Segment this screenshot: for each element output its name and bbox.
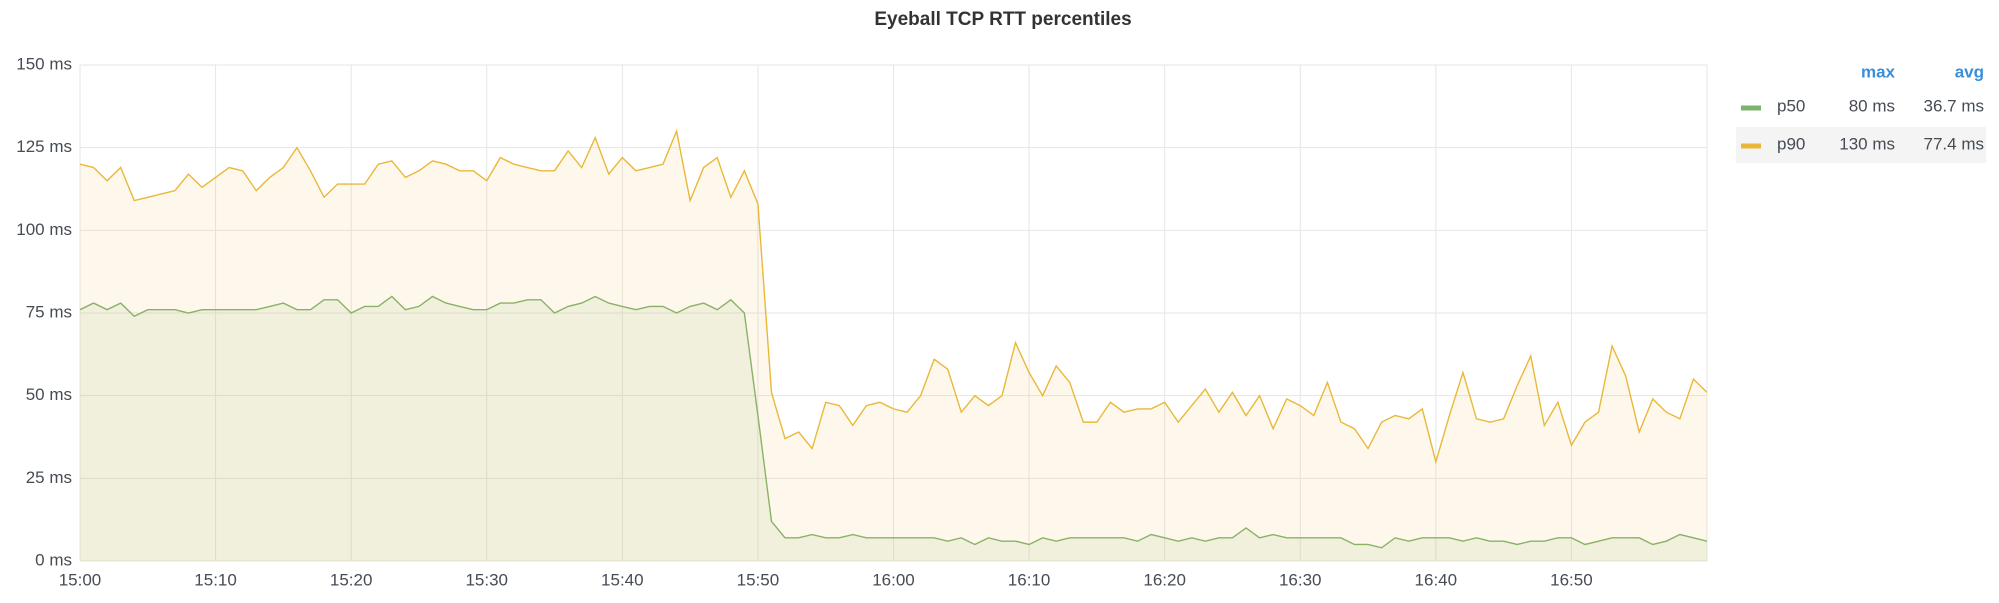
legend-value: 130 ms (1839, 134, 1895, 153)
x-tick-label: 15:10 (194, 570, 237, 589)
legend-header: avg (1955, 62, 1984, 81)
x-tick-label: 15:20 (330, 570, 373, 589)
legend-label: p50 (1777, 96, 1805, 115)
y-tick-label: 125 ms (16, 137, 72, 156)
x-tick-label: 15:40 (601, 570, 644, 589)
x-tick-label: 15:30 (465, 570, 508, 589)
legend-value: 80 ms (1849, 96, 1895, 115)
x-tick-label: 16:00 (872, 570, 915, 589)
x-tick-label: 16:40 (1415, 570, 1458, 589)
x-tick-label: 16:10 (1008, 570, 1051, 589)
legend-label: p90 (1777, 134, 1805, 153)
y-tick-label: 150 ms (16, 54, 72, 73)
y-tick-label: 25 ms (26, 468, 72, 487)
legend-row-background (1736, 127, 1986, 163)
x-tick-label: 15:00 (59, 570, 102, 589)
area (80, 131, 1707, 561)
chart-title: Eyeball TCP RTT percentiles (874, 9, 1131, 30)
x-tick-label: 16:20 (1143, 570, 1186, 589)
x-tick-label: 16:50 (1550, 570, 1593, 589)
legend-value: 36.7 ms (1924, 96, 1984, 115)
y-tick-label: 50 ms (26, 385, 72, 404)
x-tick-label: 16:30 (1279, 570, 1322, 589)
legend-value: 77.4 ms (1924, 134, 1984, 153)
y-tick-label: 100 ms (16, 220, 72, 239)
x-tick-label: 15:50 (737, 570, 780, 589)
area (80, 296, 1707, 561)
line (79, 128, 1708, 465)
y-tick-label: 0 ms (35, 550, 72, 569)
line (79, 295, 1708, 549)
legend-header: max (1861, 62, 1896, 81)
y-tick-label: 75 ms (26, 302, 72, 321)
